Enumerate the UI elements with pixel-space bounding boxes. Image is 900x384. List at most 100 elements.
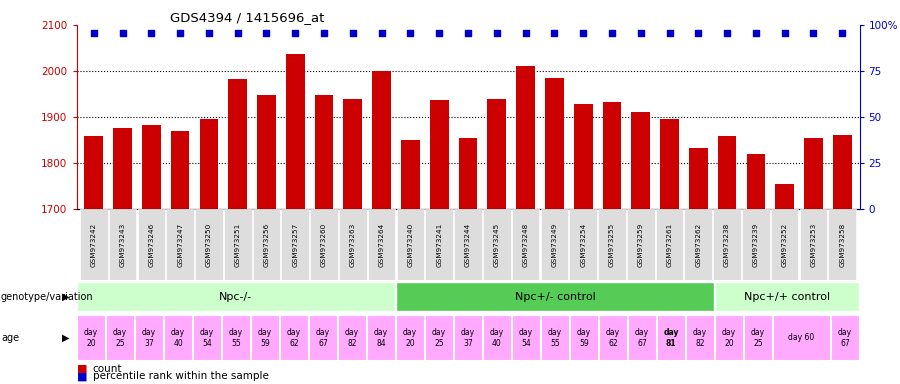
- Point: [778, 30, 792, 36]
- Text: day
82: day 82: [693, 328, 707, 348]
- Text: GSM973261: GSM973261: [667, 223, 672, 267]
- Text: GSM973254: GSM973254: [580, 223, 586, 267]
- Text: GSM973255: GSM973255: [609, 223, 615, 267]
- FancyBboxPatch shape: [716, 282, 859, 311]
- FancyBboxPatch shape: [338, 316, 365, 360]
- Point: [259, 30, 274, 36]
- FancyBboxPatch shape: [195, 209, 222, 280]
- Point: [144, 30, 158, 36]
- Text: day
84: day 84: [374, 328, 388, 348]
- Text: GDS4394 / 1415696_at: GDS4394 / 1415696_at: [170, 12, 325, 25]
- Text: count: count: [93, 364, 122, 374]
- Text: GSM973243: GSM973243: [120, 223, 126, 267]
- Point: [86, 30, 101, 36]
- Text: day
20: day 20: [84, 328, 98, 348]
- Bar: [832, 135, 851, 209]
- FancyBboxPatch shape: [571, 316, 598, 360]
- Bar: [373, 71, 391, 209]
- Bar: [688, 149, 707, 209]
- Bar: [229, 79, 248, 209]
- Text: GSM973257: GSM973257: [292, 223, 298, 267]
- Point: [288, 30, 302, 36]
- Bar: [517, 66, 535, 209]
- FancyBboxPatch shape: [454, 316, 482, 360]
- Bar: [488, 99, 506, 209]
- Point: [547, 30, 562, 36]
- Point: [634, 30, 648, 36]
- Text: day
20: day 20: [722, 328, 736, 348]
- Text: day
37: day 37: [461, 328, 475, 348]
- FancyBboxPatch shape: [106, 316, 133, 360]
- FancyBboxPatch shape: [657, 316, 685, 360]
- Text: day
55: day 55: [229, 328, 243, 348]
- Text: GSM973239: GSM973239: [753, 223, 759, 267]
- FancyBboxPatch shape: [135, 316, 163, 360]
- Bar: [632, 112, 650, 209]
- Text: GSM973245: GSM973245: [494, 223, 500, 267]
- Text: GSM973240: GSM973240: [408, 223, 413, 267]
- FancyBboxPatch shape: [512, 209, 539, 280]
- FancyBboxPatch shape: [367, 316, 394, 360]
- FancyBboxPatch shape: [253, 209, 280, 280]
- FancyBboxPatch shape: [832, 316, 859, 360]
- FancyBboxPatch shape: [716, 316, 742, 360]
- Point: [346, 30, 360, 36]
- Text: GSM973264: GSM973264: [379, 223, 384, 267]
- Text: GSM973244: GSM973244: [465, 223, 471, 267]
- Text: GSM973248: GSM973248: [523, 223, 528, 267]
- FancyBboxPatch shape: [627, 209, 654, 280]
- Bar: [459, 138, 477, 209]
- Text: day
54: day 54: [200, 328, 214, 348]
- Bar: [344, 99, 362, 209]
- FancyBboxPatch shape: [251, 316, 279, 360]
- Text: day
40: day 40: [171, 328, 185, 348]
- Text: GSM973260: GSM973260: [321, 223, 327, 267]
- FancyBboxPatch shape: [799, 209, 827, 280]
- Text: GSM973247: GSM973247: [177, 223, 183, 267]
- FancyBboxPatch shape: [339, 209, 366, 280]
- Text: GSM973258: GSM973258: [839, 223, 845, 267]
- Text: Npc-/-: Npc-/-: [220, 291, 253, 302]
- Text: day
55: day 55: [548, 328, 562, 348]
- Point: [749, 30, 763, 36]
- FancyBboxPatch shape: [599, 316, 626, 360]
- FancyBboxPatch shape: [828, 209, 856, 280]
- Text: day
25: day 25: [112, 328, 127, 348]
- FancyBboxPatch shape: [685, 209, 712, 280]
- Point: [432, 30, 446, 36]
- Bar: [545, 78, 563, 209]
- Text: GSM973241: GSM973241: [436, 223, 442, 267]
- Bar: [661, 119, 679, 209]
- Text: GSM973251: GSM973251: [235, 223, 240, 267]
- Point: [576, 30, 590, 36]
- Text: GSM973253: GSM973253: [810, 223, 816, 267]
- Text: GSM973259: GSM973259: [638, 223, 644, 267]
- Text: day
59: day 59: [577, 328, 591, 348]
- Bar: [574, 104, 592, 209]
- Text: day
62: day 62: [287, 328, 302, 348]
- FancyBboxPatch shape: [224, 209, 251, 280]
- FancyBboxPatch shape: [542, 316, 569, 360]
- Bar: [315, 95, 333, 209]
- Text: ▶: ▶: [62, 291, 69, 302]
- FancyBboxPatch shape: [744, 316, 771, 360]
- Point: [230, 30, 245, 36]
- Bar: [85, 136, 104, 209]
- FancyBboxPatch shape: [483, 209, 510, 280]
- Text: day
25: day 25: [432, 328, 446, 348]
- Text: age: age: [1, 333, 19, 343]
- Text: day
54: day 54: [519, 328, 533, 348]
- FancyBboxPatch shape: [396, 282, 714, 311]
- FancyBboxPatch shape: [628, 316, 655, 360]
- FancyBboxPatch shape: [541, 209, 568, 280]
- FancyBboxPatch shape: [426, 316, 453, 360]
- FancyBboxPatch shape: [396, 316, 424, 360]
- FancyBboxPatch shape: [598, 209, 625, 280]
- FancyBboxPatch shape: [282, 209, 309, 280]
- Bar: [717, 136, 736, 209]
- Text: day
67: day 67: [634, 328, 649, 348]
- Bar: [746, 154, 765, 209]
- Text: day
81: day 81: [663, 328, 679, 348]
- Text: day
62: day 62: [606, 328, 620, 348]
- FancyBboxPatch shape: [166, 209, 194, 280]
